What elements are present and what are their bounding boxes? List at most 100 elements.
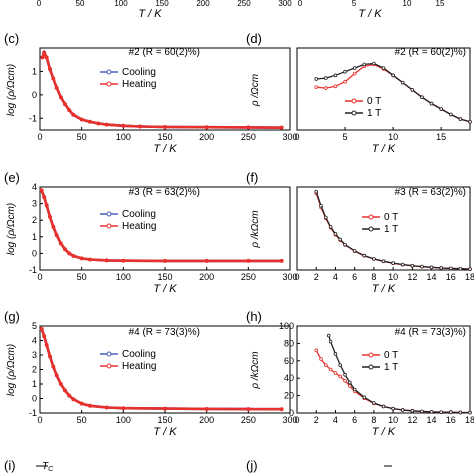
x-tick-label: 2: [314, 415, 319, 425]
panel-title: #4 (R = 73(3)%): [129, 327, 200, 338]
x-tick-label: 6: [352, 415, 357, 425]
data-point: [391, 73, 395, 78]
x-tick-label: 18: [465, 272, 474, 282]
data-point: [279, 125, 284, 130]
y-axis-label: log (ρ/Ωcm): [6, 203, 17, 255]
data-point: [54, 233, 59, 238]
y-tick-label: 60: [284, 356, 294, 366]
data-point: [79, 117, 84, 122]
x-tick-50: 50: [76, 0, 85, 8]
x-tick-label: 200: [199, 272, 214, 282]
y-tick-label: -1: [29, 113, 37, 123]
x-axis-label: T / K: [358, 8, 382, 20]
x-tick-label: 8: [371, 415, 376, 425]
legend-label-1: Heating: [122, 361, 156, 372]
legend-marker-0: [106, 69, 112, 75]
data-point: [343, 79, 347, 84]
y-tick-label: 0: [32, 248, 37, 258]
series-line-1: [40, 328, 282, 411]
panel-title: #3 (R = 63(2)%): [129, 187, 200, 198]
data-point: [71, 253, 76, 258]
y-tick-label: 80: [284, 338, 294, 348]
x-tick-label: 16: [446, 272, 456, 282]
series-line-0: [316, 63, 471, 123]
data-point: [71, 397, 76, 402]
panel-d: (d) 0 5 10 15 T / K ρ /Ωcm #2 (R = 60(2)%) 0 T1 …: [246, 31, 472, 155]
x-tick-label: 150: [157, 415, 172, 425]
data-point: [333, 84, 338, 89]
series-line-0: [40, 189, 282, 263]
panel-label: (g): [4, 309, 20, 324]
data-point: [162, 124, 167, 129]
data-point: [104, 258, 109, 263]
data-point: [51, 76, 56, 81]
data-point: [79, 256, 84, 261]
x-tick-label: 6: [352, 272, 357, 282]
y-tick-label: 0: [32, 394, 37, 404]
panel-title: #4 (R = 73(3)%): [395, 327, 466, 338]
legend-marker-0: [368, 352, 374, 358]
y-axis-label: log (ρ/Ωcm): [6, 344, 17, 396]
x-axis-label: T / K: [153, 426, 177, 438]
panel-label: (d): [246, 31, 262, 46]
data-point: [121, 406, 126, 411]
x-tick-label: 8: [371, 272, 376, 282]
legend-marker-1: [106, 363, 112, 369]
x-tick-label: 150: [157, 132, 172, 142]
data-point: [67, 393, 72, 398]
data-point: [448, 410, 453, 415]
x-tick-label: 50: [77, 272, 87, 282]
data-point: [314, 77, 319, 81]
data-point: [58, 241, 63, 246]
y-tick-label: 1: [32, 232, 37, 242]
y-tick-label: 4: [32, 336, 37, 346]
legend-marker-0: [106, 211, 112, 217]
data-point: [40, 55, 45, 60]
data-point: [314, 85, 319, 89]
data-point: [343, 69, 347, 74]
data-point: [333, 352, 338, 356]
data-point: [352, 71, 357, 76]
data-point: [429, 101, 434, 106]
data-point: [204, 258, 209, 263]
y-tick-label: 1: [32, 379, 37, 389]
x-tick-label: 12: [407, 415, 417, 425]
data-point: [104, 122, 109, 127]
panel-h: (h) 0 2 4 6 8 10 12 14 16 18 0 20 40 60 80 100 T / K ρ /kΩ…: [246, 309, 474, 438]
data-point: [324, 215, 328, 220]
data-point: [204, 406, 209, 411]
data-point: [333, 73, 338, 78]
x-axis-label: T / K: [372, 143, 396, 155]
x-tick-300: 300: [278, 0, 292, 8]
x-axis-label: T / K: [153, 283, 177, 295]
panel-label: (h): [246, 309, 262, 324]
legend-label-0: 0 T: [367, 96, 381, 107]
data-point: [246, 258, 251, 263]
x-tick-5: 5: [352, 0, 357, 8]
y-tick-label: 1: [32, 66, 37, 76]
data-point: [71, 112, 76, 117]
legend-marker-1: [351, 110, 357, 116]
x-tick-label: 5: [343, 132, 348, 142]
legend-marker-1: [106, 223, 112, 229]
data-point: [314, 348, 319, 353]
data-point: [362, 62, 367, 67]
panel-label-i: (i): [4, 458, 16, 473]
panel-label-j: (j): [246, 458, 258, 473]
data-point: [352, 66, 357, 70]
data-point: [439, 266, 443, 270]
data-point: [429, 265, 434, 270]
data-point: [362, 395, 367, 400]
data-point: [410, 409, 415, 413]
x-tick-label: 4: [333, 415, 338, 425]
series-line-1: [328, 335, 471, 414]
data-point: [319, 357, 323, 361]
data-point: [79, 401, 84, 406]
y-axis-label: ρ /Ωcm: [250, 74, 261, 107]
bottom-partial: (i) (j) TC: [4, 458, 392, 473]
y-tick-label: 5: [32, 321, 37, 331]
data-point: [372, 61, 376, 66]
series-line-1: [316, 62, 471, 123]
data-point: [338, 363, 343, 367]
data-point: [51, 364, 56, 369]
